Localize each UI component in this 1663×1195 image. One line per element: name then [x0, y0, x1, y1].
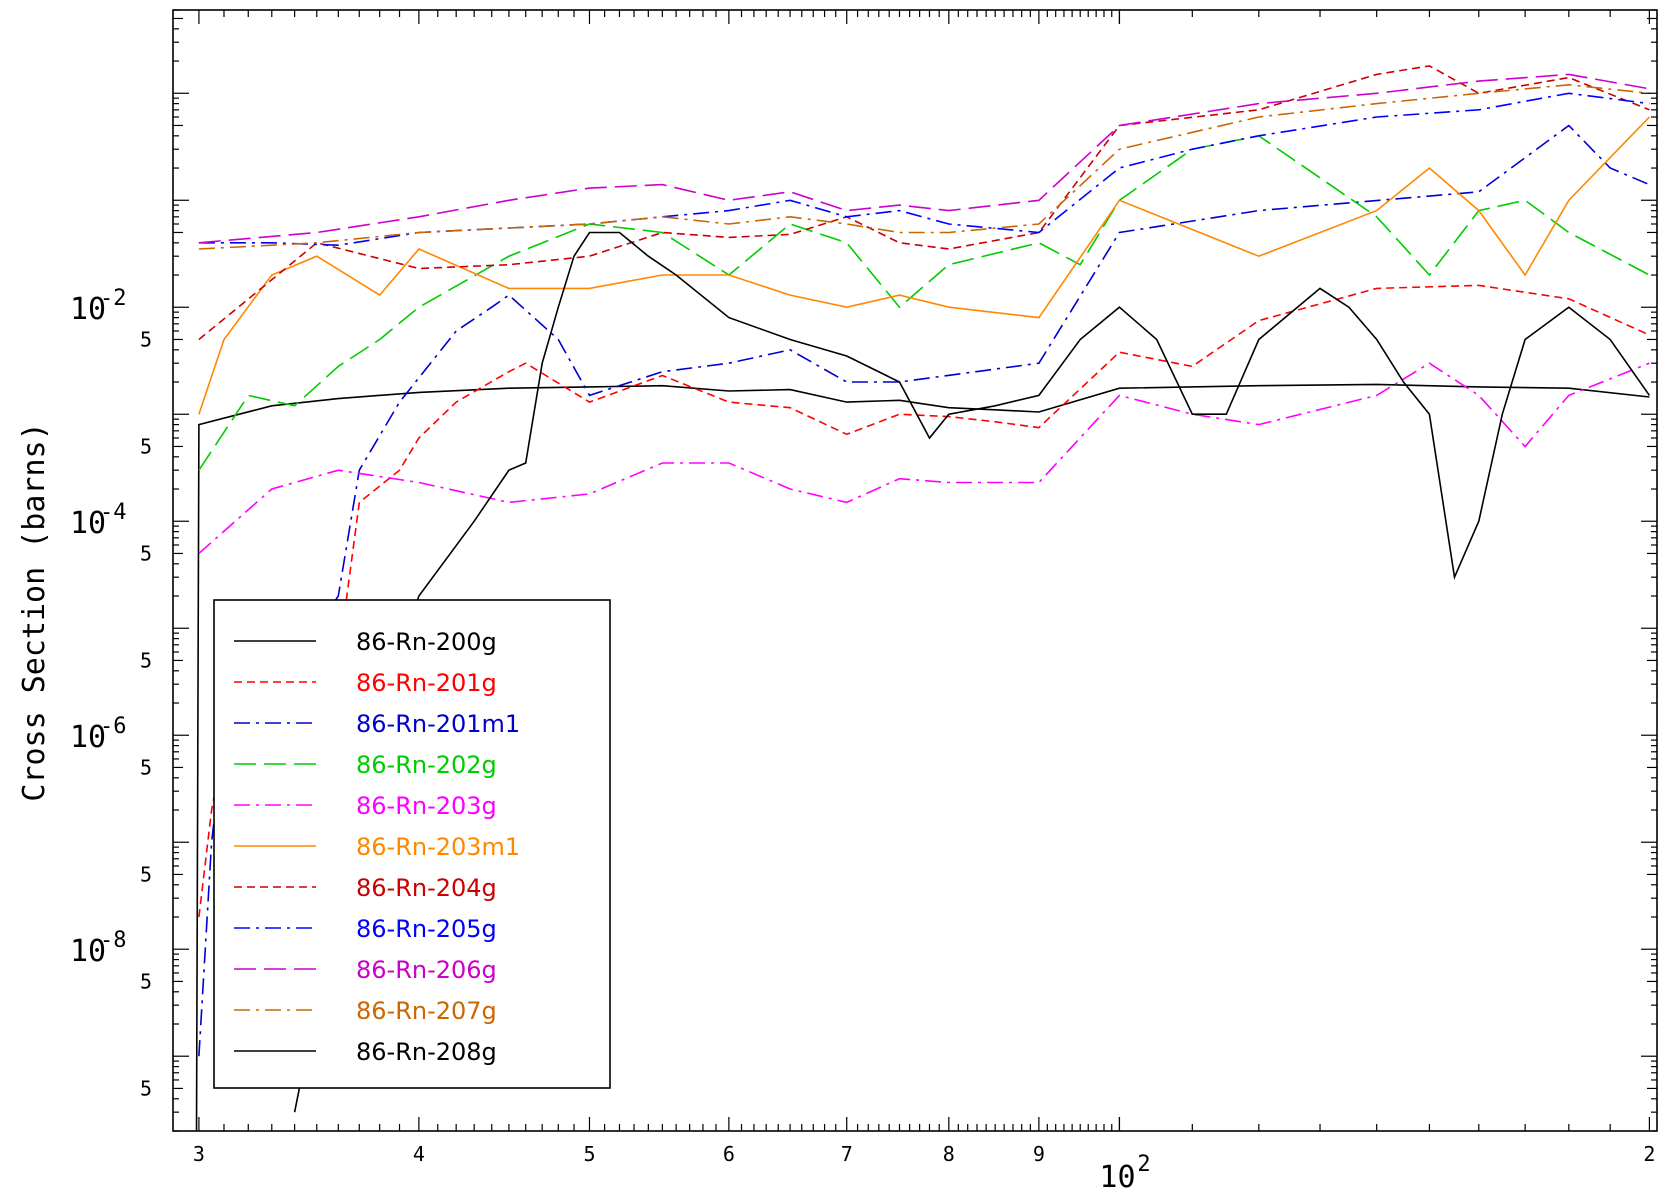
- series-line-86-Rn-206g: [198, 73, 1650, 244]
- series-line-86-Rn-202g: [198, 134, 1650, 471]
- legend-label: 86-Rn-206g: [356, 956, 497, 984]
- series-line-86-Rn-204g: [198, 65, 1650, 341]
- x-tick-label: 5: [583, 1142, 595, 1166]
- y-tick-label: 5: [140, 541, 152, 565]
- legend-label: 86-Rn-208g: [356, 1038, 497, 1066]
- x-tick-label: 6: [723, 1142, 735, 1166]
- svg-text:-4: -4: [100, 500, 127, 525]
- y-axis-label: Cross Section (barns): [17, 422, 52, 801]
- svg-text:-6: -6: [100, 714, 127, 739]
- x-tick-label: 3: [193, 1142, 205, 1166]
- series-line-86-Rn-207g: [198, 83, 1650, 250]
- legend: 86-Rn-200g 86-Rn-201g 86-Rn-201m1 86-Rn-202…: [213, 599, 611, 1089]
- series-line-86-Rn-205g: [198, 92, 1650, 247]
- y-decade-label: 10: [70, 720, 106, 755]
- svg-text:-2: -2: [100, 286, 127, 311]
- y-tick-label: 5: [140, 862, 152, 886]
- svg-text:2: 2: [1137, 1152, 1150, 1177]
- legend-label: 86-Rn-205g: [356, 915, 497, 943]
- series-line-86-Rn-201m1: [198, 124, 1650, 1057]
- x-tick-label: 9: [1033, 1142, 1045, 1166]
- series-line-86-Rn-203m1: [198, 116, 1650, 415]
- legend-label: 86-Rn-207g: [356, 997, 497, 1025]
- plot-frame: [172, 9, 1658, 1132]
- x-tick-label: 8: [943, 1142, 955, 1166]
- legend-label: 86-Rn-200g: [356, 628, 497, 656]
- series-line-86-Rn-203g: [198, 362, 1650, 554]
- y-decade-label: 10: [70, 506, 106, 541]
- legend-label: 86-Rn-204g: [356, 874, 497, 902]
- x-decade-label: 10: [1099, 1160, 1135, 1195]
- x-tick-label: 4: [413, 1142, 425, 1166]
- series-line-86-Rn-200g: [195, 383, 1650, 1131]
- legend-label: 86-Rn-201g: [356, 669, 497, 697]
- series-line-86-Rn-208g: [293, 231, 1651, 1113]
- y-decade-label: 10: [70, 292, 106, 327]
- y-tick-label: 5: [140, 648, 152, 672]
- x-tick-label: 2: [1643, 1142, 1655, 1166]
- y-decade-label: 10: [70, 934, 106, 969]
- x-tick-label: 7: [841, 1142, 853, 1166]
- y-tick-label: 5: [140, 327, 152, 351]
- legend-label: 86-Rn-201m1: [356, 710, 520, 738]
- y-tick-label: 5: [140, 755, 152, 779]
- legend-label: 86-Rn-203m1: [356, 833, 520, 861]
- y-tick-label: 5: [140, 434, 152, 458]
- svg-text:-8: -8: [100, 928, 127, 953]
- y-tick-label: 5: [140, 1076, 152, 1100]
- y-tick-label: 5: [140, 969, 152, 993]
- legend-label: 86-Rn-203g: [356, 792, 497, 820]
- legend-label: 86-Rn-202g: [356, 751, 497, 779]
